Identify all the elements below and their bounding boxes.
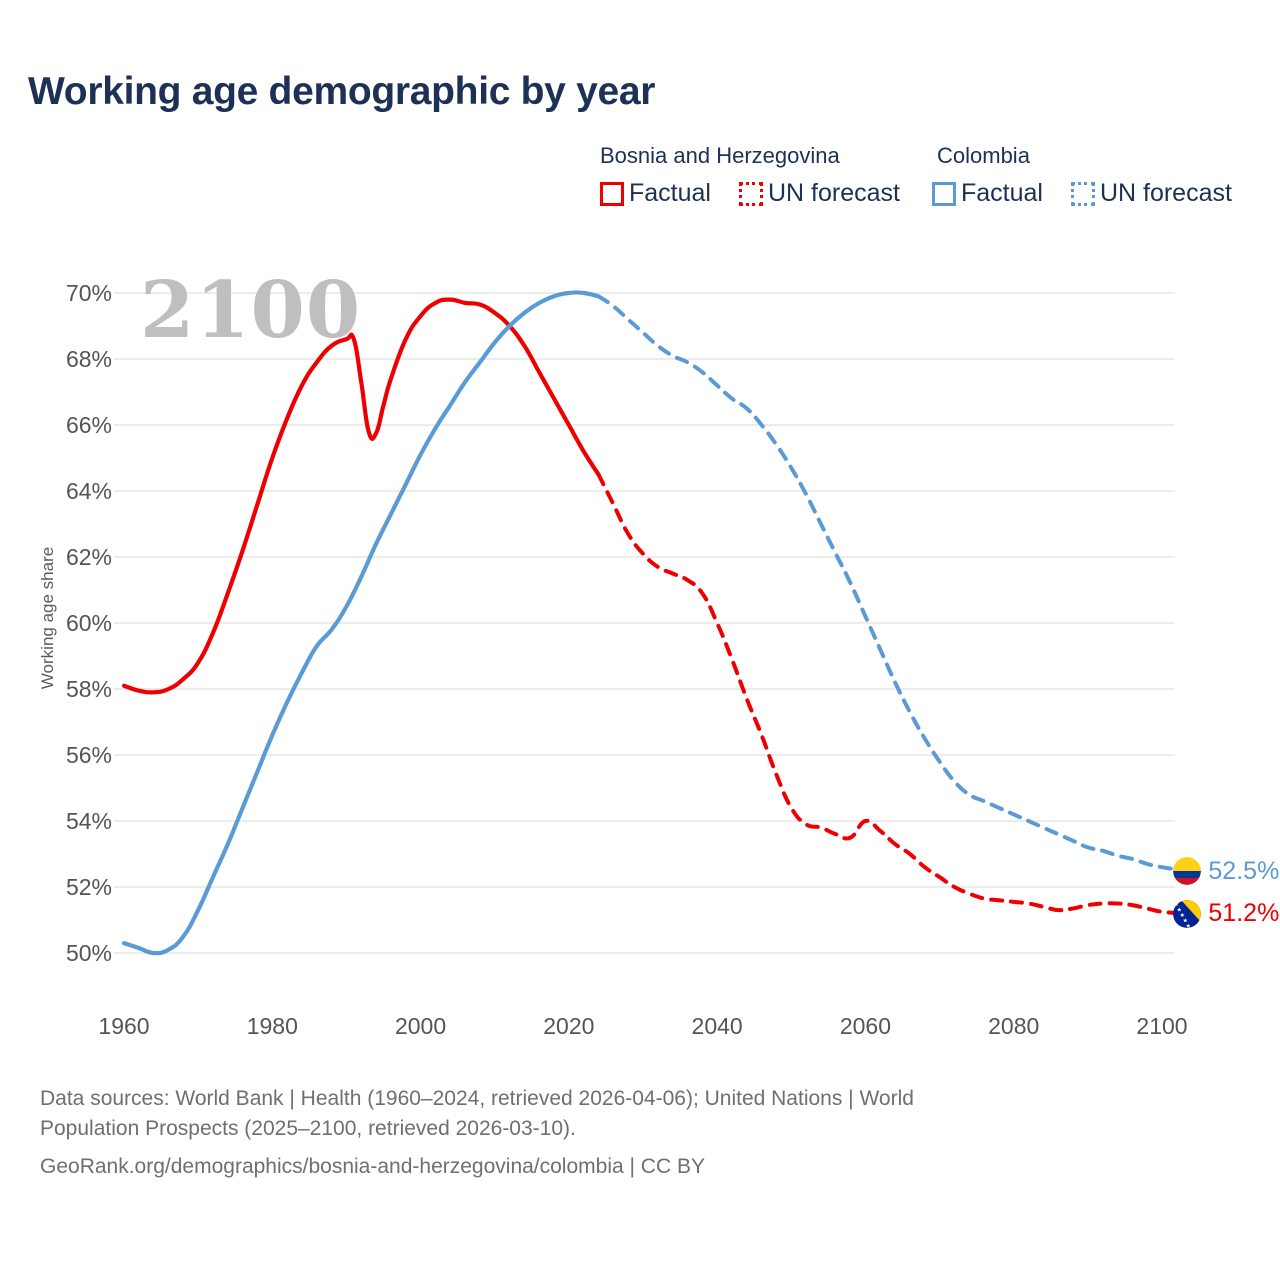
- bosnia-and-herzegovina-flag-icon: [1173, 899, 1202, 928]
- grid-lines: [114, 292, 1175, 954]
- legend-label-un-forecast: UN forecast: [1099, 179, 1232, 207]
- legend-country-colombia: Colombia: [937, 143, 1030, 168]
- footer-line-1: Data sources: World Bank | Health (1960–…: [40, 1087, 914, 1110]
- y-axis-tick-label: 70%: [65, 280, 112, 306]
- legend-country-bosnia-and-herzegovina: Bosnia and Herzegovina: [600, 143, 840, 168]
- y-axis-tick-label: 64%: [65, 478, 112, 504]
- watermark-year: 2100: [140, 265, 362, 356]
- x-axis-tick-label: 2000: [394, 1013, 447, 1039]
- y-axis-tick-label: 56%: [65, 742, 112, 768]
- y-axis-tick-label: 58%: [65, 676, 112, 702]
- bosnia-and-herzegovina-end-value: 51.2%: [1208, 899, 1280, 928]
- bosnia-and-herzegovina-end-label: 51.2%: [1173, 899, 1279, 928]
- legend-label-factual: Factual: [960, 179, 1043, 207]
- legend-label-factual: Factual: [629, 179, 711, 207]
- legend-swatch-red-solid-icon: [600, 181, 624, 206]
- footer-line-2: Population Prospects (2025–2100, retriev…: [40, 1117, 576, 1141]
- y-axis-tick-label: 62%: [65, 544, 112, 570]
- legend-key-bosnia-forecast[interactable]: UN forecast: [738, 179, 900, 208]
- x-axis-tick-label: 2100: [1136, 1013, 1188, 1039]
- x-axis-tick-label: 1960: [98, 1013, 150, 1039]
- y-axis-tick-label: 52%: [65, 874, 112, 900]
- y-axis-tick-label: 60%: [65, 610, 112, 636]
- colombia-end-label: 52.5%: [1173, 857, 1279, 886]
- footer-source-link: GeoRank.org/demographics/bosnia-and-herz…: [40, 1154, 705, 1178]
- x-axis-tick-label: 1980: [246, 1013, 298, 1039]
- y-axis-ticks: 50% 52% 54% 56% 58% 60% 62% 64% 66% 68% 70%: [16, 0, 112, 1280]
- legend-key-colombia-factual[interactable]: Factual: [931, 179, 1043, 208]
- series-line-bosnia-and-herzegovina-factual: [121, 297, 601, 695]
- x-axis-tick-label: 2040: [691, 1013, 743, 1039]
- legend-swatch-blue-dotted-icon: [1070, 181, 1095, 206]
- y-axis-tick-label: 54%: [65, 808, 112, 834]
- legend-key-colombia-forecast[interactable]: UN forecast: [1070, 179, 1232, 208]
- series-line-colombia-factual: [121, 290, 601, 956]
- legend-swatch-blue-solid-icon: [931, 181, 956, 206]
- chart-footer: Data sources: World Bank | Health (1960–…: [40, 1084, 1220, 1182]
- y-axis-tick-label: 66%: [65, 412, 112, 438]
- x-axis-tick-label: 2020: [543, 1013, 595, 1039]
- series-line-bosnia-and-herzegovina-forecast: [596, 472, 1187, 916]
- colombia-flag-icon: [1173, 857, 1202, 885]
- series-line-colombia-forecast: [596, 294, 1187, 873]
- colombia-end-value: 52.5%: [1208, 856, 1280, 885]
- page-title: Working age demographic by year: [28, 70, 656, 113]
- legend-country-titles: Bosnia and Herzegovina Colombia: [600, 143, 1260, 169]
- chart-legend: Bosnia and Herzegovina Colombia Factual …: [600, 143, 1260, 208]
- legend-key-bosnia-factual[interactable]: Factual: [600, 179, 711, 208]
- legend-keys: Factual UN forecast Factual UN forecast: [600, 179, 1260, 208]
- legend-label-un-forecast: UN forecast: [767, 179, 900, 207]
- x-axis-tick-label: 2060: [839, 1013, 892, 1039]
- x-axis-tick-label: 2080: [988, 1013, 1040, 1039]
- legend-swatch-red-dotted-icon: [738, 181, 763, 206]
- y-axis-tick-label: 50%: [65, 940, 112, 966]
- y-axis-tick-label: 68%: [65, 346, 112, 372]
